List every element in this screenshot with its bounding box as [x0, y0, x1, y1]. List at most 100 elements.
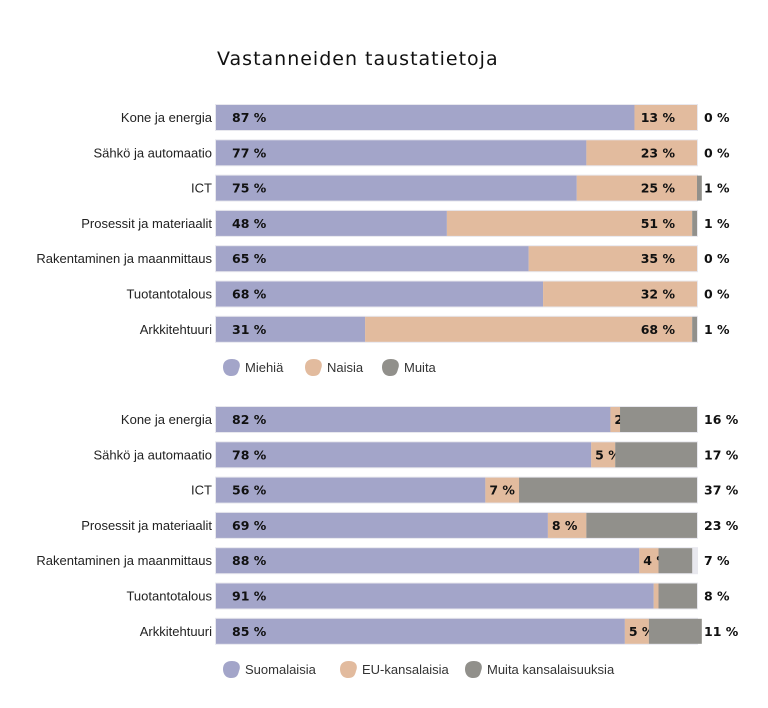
bar-segment — [446, 210, 693, 236]
value-label: 82 % — [232, 412, 267, 427]
bar-segment — [591, 442, 616, 468]
value-label: 68 % — [232, 287, 267, 302]
legend-label: Suomalaisia — [245, 662, 317, 677]
bar-segment — [216, 548, 640, 574]
bar-segment — [216, 281, 544, 307]
category-label: Tuotantotalous — [126, 589, 212, 604]
value-label: 75 % — [232, 181, 267, 196]
category-label: ICT — [191, 483, 212, 498]
legend-swatch-icon — [223, 661, 240, 678]
bar-segment — [216, 175, 577, 201]
bar-segment — [692, 210, 697, 236]
value-label: 5 % — [629, 624, 655, 639]
value-label: 5 % — [595, 447, 621, 462]
value-label: 37 % — [704, 483, 739, 498]
value-label: 1 % — [704, 216, 730, 231]
value-label: 85 % — [232, 624, 267, 639]
value-label: 23 % — [641, 145, 676, 160]
legend-swatch-icon — [223, 359, 240, 376]
bar-segment — [519, 477, 697, 503]
value-label: 23 % — [704, 518, 739, 533]
category-label: Arkkitehtuuri — [140, 322, 212, 337]
bar-segment — [216, 477, 486, 503]
value-label: 0 % — [704, 287, 730, 302]
bar-segment — [692, 316, 697, 342]
legend-swatch-icon — [382, 359, 399, 376]
legend-swatch-icon — [465, 661, 482, 678]
legend-swatch-icon — [340, 661, 357, 678]
bar-segment — [216, 105, 635, 130]
value-label: 0 % — [704, 145, 730, 160]
category-label: Sähkö ja automaatio — [93, 145, 212, 160]
value-label: 68 % — [641, 322, 676, 337]
bar-segment — [639, 548, 659, 574]
bar-segment — [547, 512, 587, 538]
value-label: 31 % — [232, 322, 267, 337]
category-label: Sähkö ja automaatio — [93, 447, 212, 462]
value-label: 1 % — [704, 181, 730, 196]
bar-segment — [528, 246, 697, 272]
category-label: Tuotantotalous — [126, 287, 212, 302]
value-label: 35 % — [641, 251, 676, 266]
value-label: 25 % — [641, 181, 676, 196]
bar-segment — [658, 548, 693, 574]
bar-segment — [576, 175, 697, 201]
bar-segment — [216, 618, 625, 644]
value-label: 13 % — [641, 110, 676, 125]
bar-segment — [543, 281, 697, 307]
value-label: 78 % — [232, 447, 267, 462]
value-label: 77 % — [232, 145, 267, 160]
value-label: 56 % — [232, 483, 267, 498]
category-label: Kone ja energia — [121, 110, 213, 125]
category-label: ICT — [191, 181, 212, 196]
value-label: 32 % — [641, 287, 676, 302]
bar-segment — [216, 442, 592, 468]
value-label: 51 % — [641, 216, 676, 231]
value-label: 48 % — [232, 216, 267, 231]
legend-label: EU-kansalaisia — [362, 662, 449, 677]
value-label: 16 % — [704, 412, 739, 427]
bar-segment — [697, 175, 702, 201]
value-label: 11 % — [704, 624, 739, 639]
chart-title: Vastanneiden taustatietoja — [217, 48, 499, 70]
value-label: 0 % — [704, 251, 730, 266]
legend-label: Miehiä — [245, 360, 284, 375]
bar-segment — [610, 407, 621, 432]
bar-segment — [216, 583, 654, 609]
value-label: 65 % — [232, 251, 267, 266]
bar-segment — [216, 210, 447, 236]
legend-label: Muita kansalaisuuksia — [487, 662, 615, 677]
bar-segment — [634, 105, 697, 130]
category-label: Kone ja energia — [121, 412, 213, 427]
value-label: 87 % — [232, 110, 267, 125]
legend-swatch-icon — [305, 359, 322, 376]
value-label: 0 % — [704, 110, 730, 125]
bar-segment — [620, 407, 697, 432]
legend-label: Muita — [404, 360, 437, 375]
value-label: 17 % — [704, 447, 739, 462]
bar-segment — [586, 512, 697, 538]
bar-segment — [485, 477, 520, 503]
value-label: 1 % — [704, 322, 730, 337]
bar-segment — [624, 618, 649, 644]
value-label: 8 % — [704, 589, 730, 604]
bar-segment — [216, 140, 587, 166]
value-label: 7 % — [704, 553, 730, 568]
bar-segment — [216, 246, 529, 272]
bar-segment — [216, 407, 611, 432]
bar-segment — [216, 512, 548, 538]
bar-segment — [365, 316, 693, 342]
value-label: 7 % — [489, 483, 515, 498]
category-label: Rakentaminen ja maanmittaus — [36, 553, 212, 568]
category-label: Prosessit ja materiaalit — [81, 216, 212, 231]
value-label: 8 % — [552, 518, 578, 533]
bar-segment — [653, 583, 659, 609]
category-label: Rakentaminen ja maanmittaus — [36, 251, 212, 266]
bar-segment — [648, 618, 702, 644]
bar-segment — [615, 442, 697, 468]
value-label: 69 % — [232, 518, 267, 533]
value-label: 91 % — [232, 589, 267, 604]
bar-segment — [658, 583, 697, 609]
bar-segment — [586, 140, 697, 166]
value-label: 88 % — [232, 553, 267, 568]
